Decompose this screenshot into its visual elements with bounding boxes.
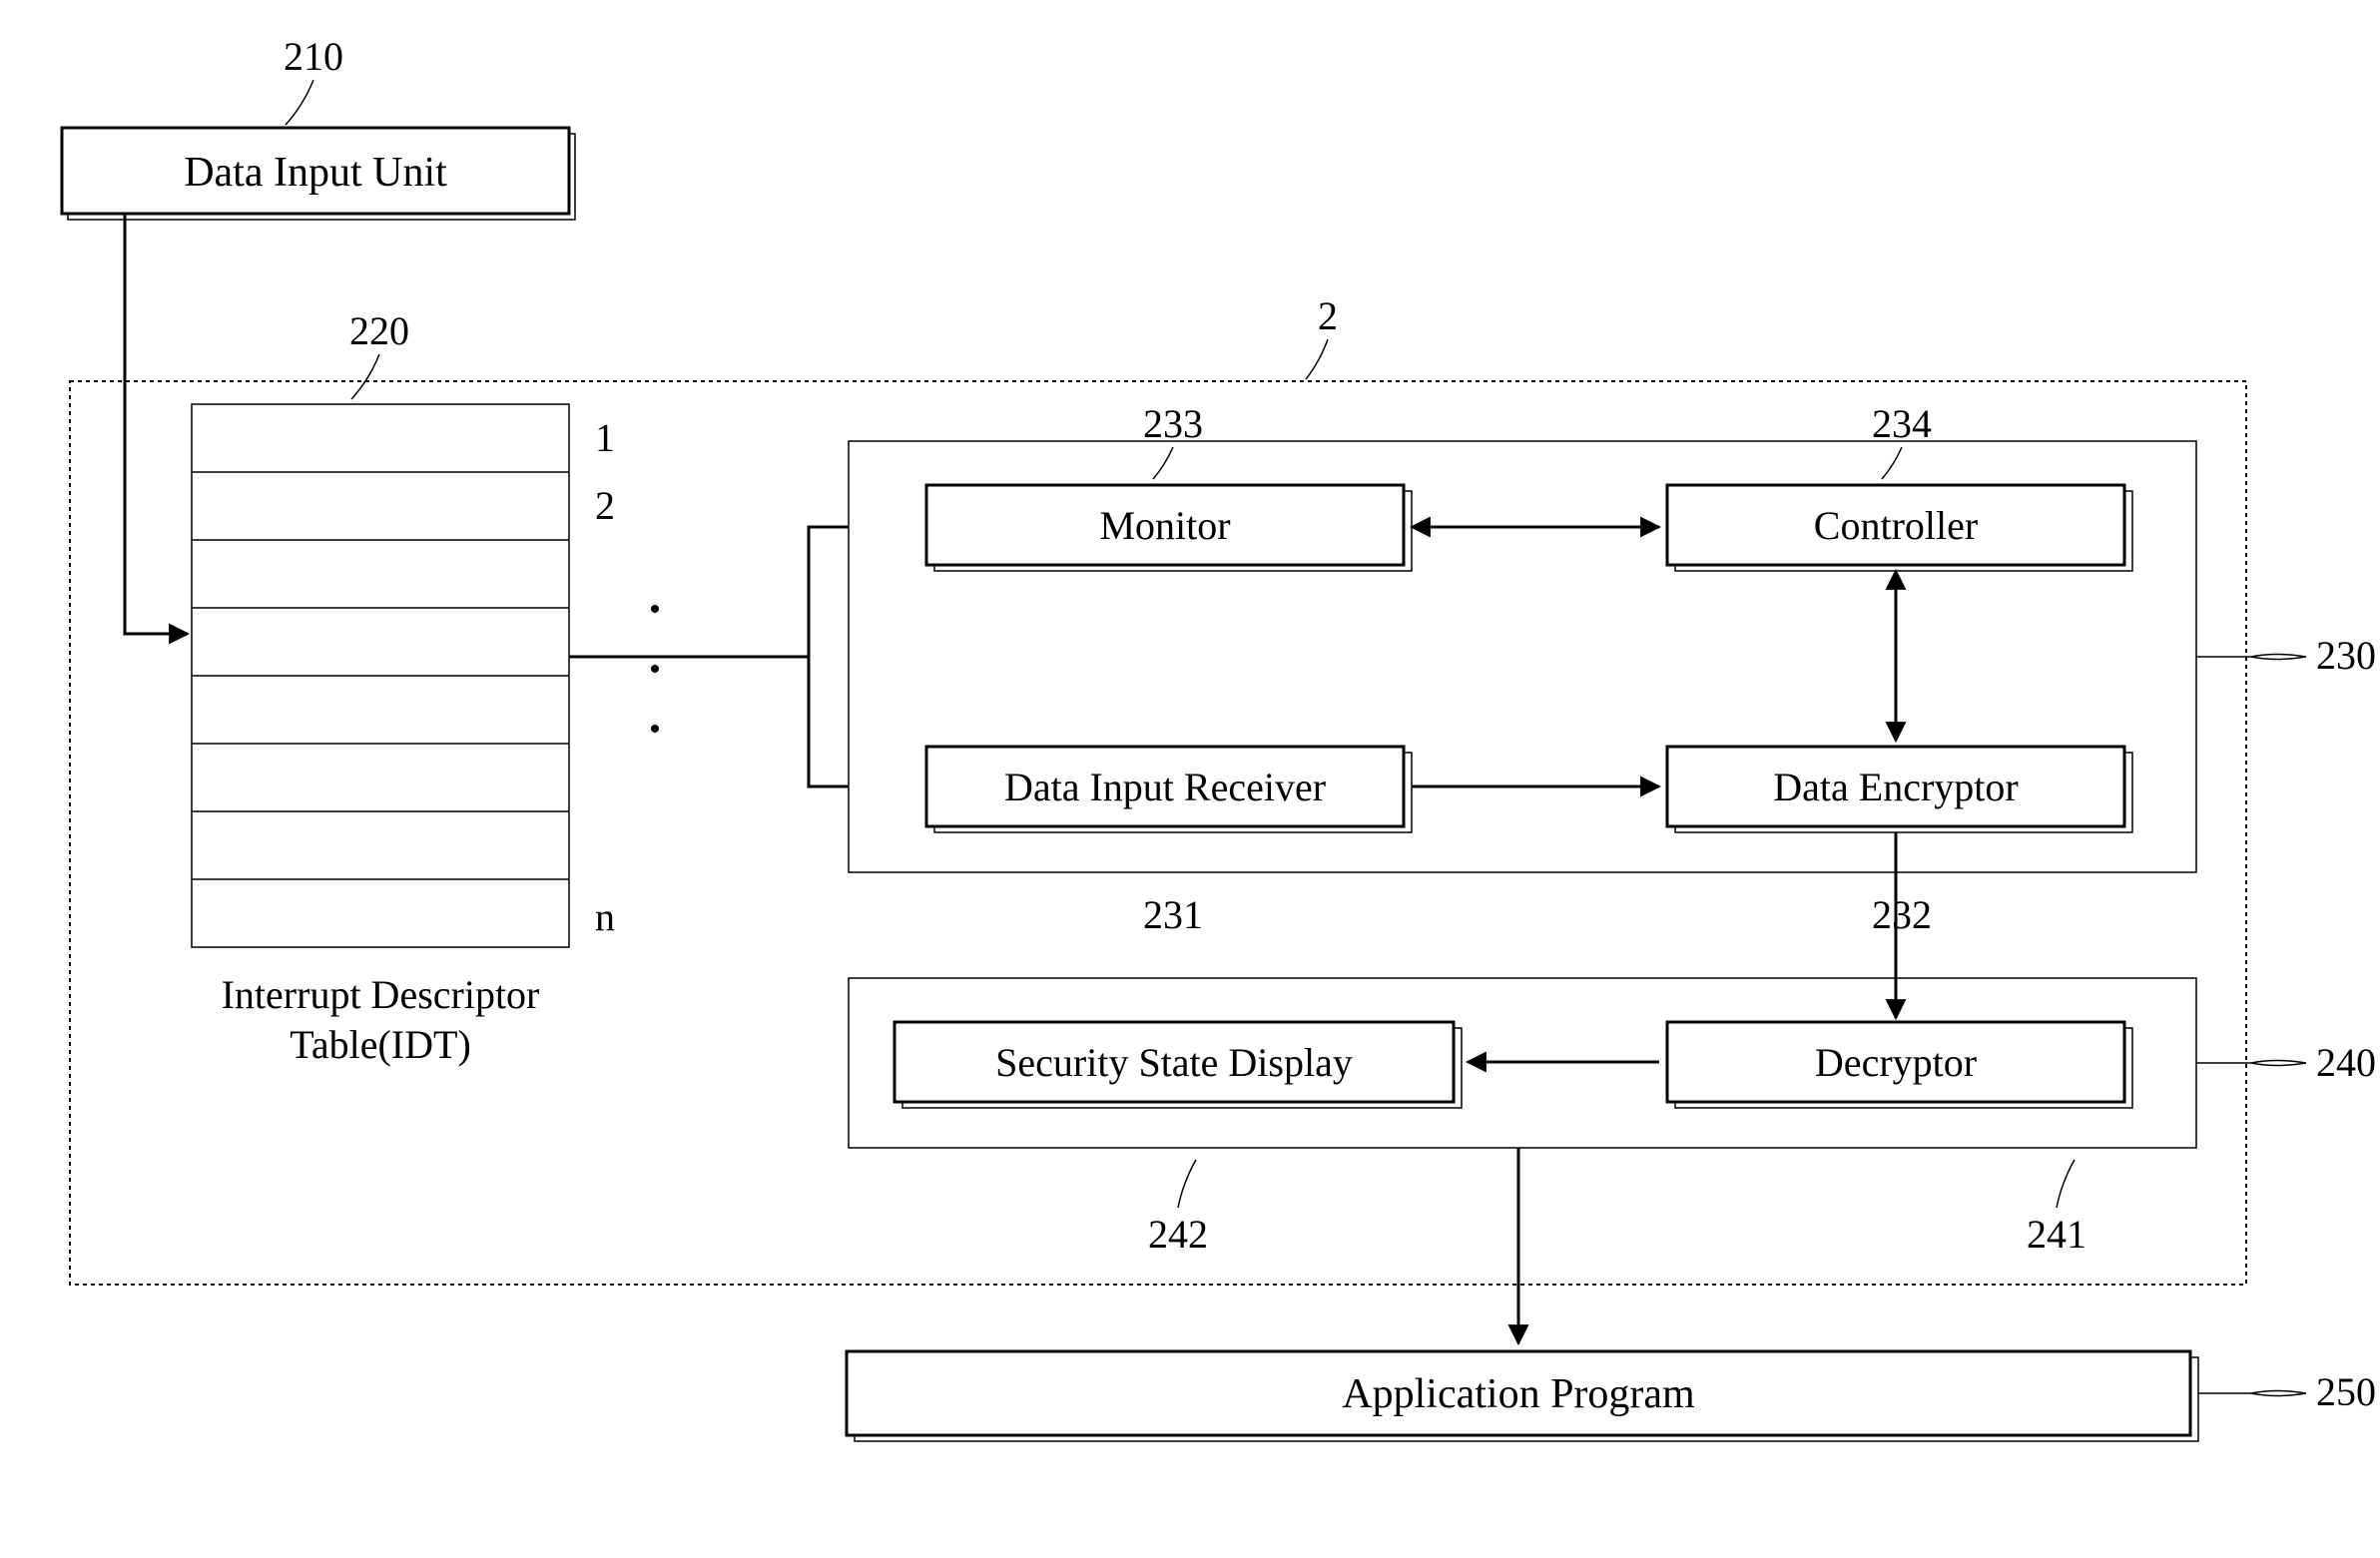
ref-2: 2 xyxy=(1318,293,1338,338)
controller-box: Controller xyxy=(1667,485,2132,571)
security-state-display-label: Security State Display xyxy=(995,1040,1353,1085)
data-encryptor-label: Data Encryptor xyxy=(1773,765,2018,809)
idt-row-2: 2 xyxy=(595,483,615,528)
decryptor-label: Decryptor xyxy=(1815,1040,1977,1085)
ref-220: 220 xyxy=(349,308,409,353)
idt-row-n: n xyxy=(595,894,615,939)
idt-caption-2: Table(IDT) xyxy=(290,1022,471,1067)
ref-241: 241 xyxy=(2027,1212,2086,1257)
ref-234: 234 xyxy=(1872,401,1932,446)
ref-230: 230 xyxy=(2316,633,2376,678)
monitor-box: Monitor xyxy=(926,485,1412,571)
application-program-box: Application Program xyxy=(847,1351,2198,1441)
ref-231: 231 xyxy=(1143,892,1203,937)
ref-233: 233 xyxy=(1143,401,1203,446)
idt-row-1: 1 xyxy=(595,415,615,460)
idt-caption-1: Interrupt Descriptor xyxy=(222,972,540,1017)
application-program-label: Application Program xyxy=(1342,1371,1695,1417)
security-state-display-box: Security State Display xyxy=(894,1022,1462,1108)
idt-table: 1 2 n Interrupt Descriptor Table(IDT) xyxy=(192,404,659,1067)
edge-input-to-idt xyxy=(125,214,188,634)
decryptor-box: Decryptor xyxy=(1667,1022,2132,1108)
ref-210: 210 xyxy=(284,34,343,79)
controller-label: Controller xyxy=(1814,503,1978,548)
diagram-canvas: 210 Data Input Unit 220 2 1 2 n xyxy=(0,0,2380,1558)
data-input-unit: Data Input Unit xyxy=(62,128,575,220)
ref-240: 240 xyxy=(2316,1040,2376,1085)
data-encryptor-box: Data Encryptor xyxy=(1667,747,2132,832)
data-input-unit-label: Data Input Unit xyxy=(184,150,447,196)
ref-232: 232 xyxy=(1872,892,1932,937)
data-input-receiver-label: Data Input Receiver xyxy=(1004,765,1326,809)
data-input-receiver-box: Data Input Receiver xyxy=(926,747,1412,832)
monitor-label: Monitor xyxy=(1099,503,1230,548)
ref-250: 250 xyxy=(2316,1369,2376,1414)
ref-242: 242 xyxy=(1148,1212,1208,1257)
